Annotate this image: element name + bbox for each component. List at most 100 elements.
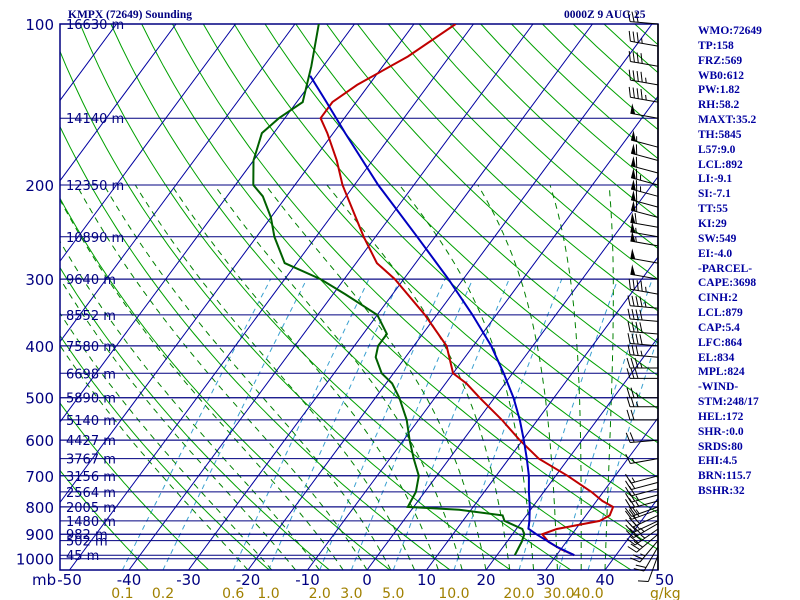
wind-barb-feather	[632, 554, 643, 560]
moist-adiabat	[60, 198, 344, 570]
wind-barb-feather	[632, 31, 635, 43]
wind-barb-shaft	[630, 79, 659, 86]
sounding-index: TT:55	[698, 203, 728, 216]
isotherm	[60, 24, 236, 263]
sounding-index: TP:158	[698, 39, 734, 52]
sounding-index: BSHR:32	[698, 485, 745, 498]
wind-barb-feather	[630, 543, 640, 551]
wind-barb-half-feather	[635, 501, 640, 507]
sounding-index: MAXT:35.2	[698, 114, 757, 127]
wind-barb-feather	[628, 51, 631, 62]
wind-barb	[626, 396, 658, 408]
sounding-index: EHI:4.5	[698, 455, 738, 468]
wind-barb-feather	[625, 510, 633, 520]
wind-barb-shaft	[632, 520, 659, 534]
isotherm	[366, 175, 658, 570]
moist-adiabat	[76, 184, 368, 570]
wind-barb-feather	[635, 309, 639, 320]
pressure-label: 1000	[16, 551, 54, 569]
isotherm	[545, 417, 658, 570]
temperature-tick-label: 50	[655, 571, 674, 589]
wind-barb-feather	[634, 368, 639, 379]
height-label: 982 m	[66, 528, 108, 543]
isotherm	[307, 95, 658, 570]
wind-barb-feather	[628, 30, 631, 42]
dry-adiabat	[60, 334, 270, 570]
wind-barb-pennant	[631, 130, 636, 142]
wind-barb	[630, 179, 659, 197]
height-label: 16630 m	[66, 18, 124, 33]
wind-barb-feather	[635, 333, 639, 345]
sounding-index: L57:9.0	[698, 143, 736, 156]
wind-barb	[625, 507, 659, 520]
wind-barb-feather	[627, 295, 631, 306]
wind-barb-feather	[636, 88, 639, 99]
sounding-index: LI:-9.1	[698, 173, 733, 186]
wind-barb	[633, 546, 659, 572]
wind-barb-feather	[625, 486, 632, 497]
wind-barb-feather	[627, 11, 631, 22]
wind-barb	[626, 409, 658, 421]
wind-barb-pennant	[631, 190, 636, 202]
wind-barb-feather	[630, 368, 635, 379]
isotherm	[60, 24, 296, 343]
wind-barb	[625, 514, 659, 528]
wind-barb-feather	[625, 480, 632, 490]
wind-barb	[628, 51, 659, 67]
wind-barb-feather	[639, 334, 643, 345]
temperature-tick-label: 0	[362, 571, 372, 589]
wind-barb	[625, 453, 659, 464]
wind-barb	[630, 103, 659, 119]
wind-barb-shaft	[630, 318, 659, 322]
wind-barb-half-feather	[640, 553, 646, 557]
height-label: 10890 m	[66, 231, 124, 246]
temperature-tick-label: 20	[476, 571, 495, 589]
sounding-indices: WMO:72649 TP:158 FRZ:569 WB0:612 PW:1.82 RH:5…	[698, 24, 762, 499]
height-label: 8552 m	[66, 309, 116, 324]
moist-adiabat	[60, 344, 249, 570]
height-label: 2005 m	[66, 501, 116, 516]
temperature-profile	[319, 24, 615, 557]
wind-barb-feather	[639, 296, 643, 307]
wind-barb-half-feather	[635, 509, 640, 514]
temperature-tick-label: -40	[117, 571, 142, 589]
wind-barb-feather	[639, 309, 643, 321]
dry-adiabat	[60, 402, 210, 570]
sounding-index: EL:834	[698, 351, 735, 364]
wind-barb	[626, 528, 659, 546]
wind-barb-shaft	[630, 305, 659, 309]
wind-barb-shaft	[630, 343, 659, 347]
wind-barb-feather	[632, 526, 642, 534]
pressure-label: 700	[25, 468, 54, 486]
moist-adiabat	[326, 184, 511, 570]
wind-barb-feather	[627, 321, 631, 332]
wind-barb-feather	[625, 499, 632, 509]
height-label: 45 m	[66, 549, 99, 564]
dry-adiabat	[233, 24, 658, 444]
wind-barb-shaft	[630, 488, 659, 497]
wind-barb-feather	[626, 409, 631, 421]
wind-barb-shaft	[631, 506, 659, 517]
sounding-index: CAPE:3698	[698, 277, 757, 290]
wind-barb	[630, 156, 659, 174]
temperature-tick-label: -50	[57, 571, 82, 589]
wind-barb-half-feather	[635, 236, 637, 243]
wind-barb-feather	[625, 493, 632, 503]
moist-adiabat	[60, 312, 273, 570]
wind-barb-pennant	[630, 248, 636, 260]
dry-adiabat	[60, 50, 511, 570]
sounding-index: EI:-4.0	[698, 247, 733, 260]
wind-barb-feather	[628, 509, 636, 519]
wind-barb-feather	[625, 507, 633, 517]
wind-barb-half-feather	[640, 350, 643, 356]
wind-barb-feather	[630, 357, 635, 369]
wind-barb-half-feather	[631, 457, 635, 464]
isotherm	[69, 24, 474, 570]
height-label: 3156 m	[66, 470, 116, 485]
dry-adiabat	[387, 24, 658, 281]
wind-barb-feather	[640, 280, 643, 292]
wind-barb-feather	[626, 387, 631, 398]
height-label: 5890 m	[66, 392, 116, 407]
dry-adiabat	[295, 24, 658, 377]
